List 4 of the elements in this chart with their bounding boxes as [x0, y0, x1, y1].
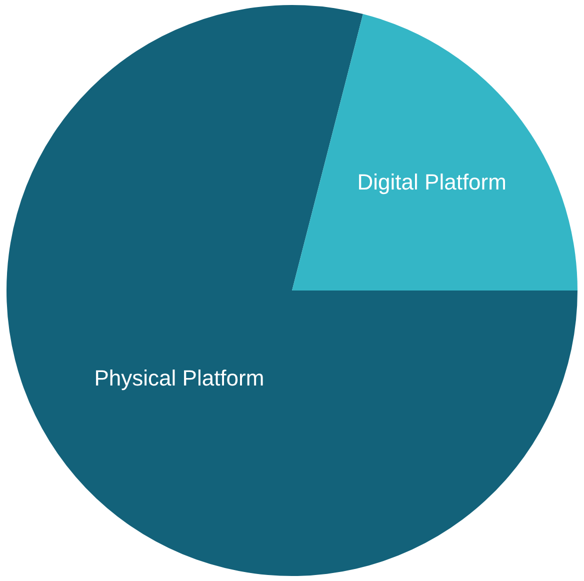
- slice-label: Digital Platform: [357, 170, 506, 195]
- slice-label: Physical Platform: [94, 365, 264, 390]
- pie-slice: [292, 14, 578, 290]
- pie-slice: [6, 5, 578, 576]
